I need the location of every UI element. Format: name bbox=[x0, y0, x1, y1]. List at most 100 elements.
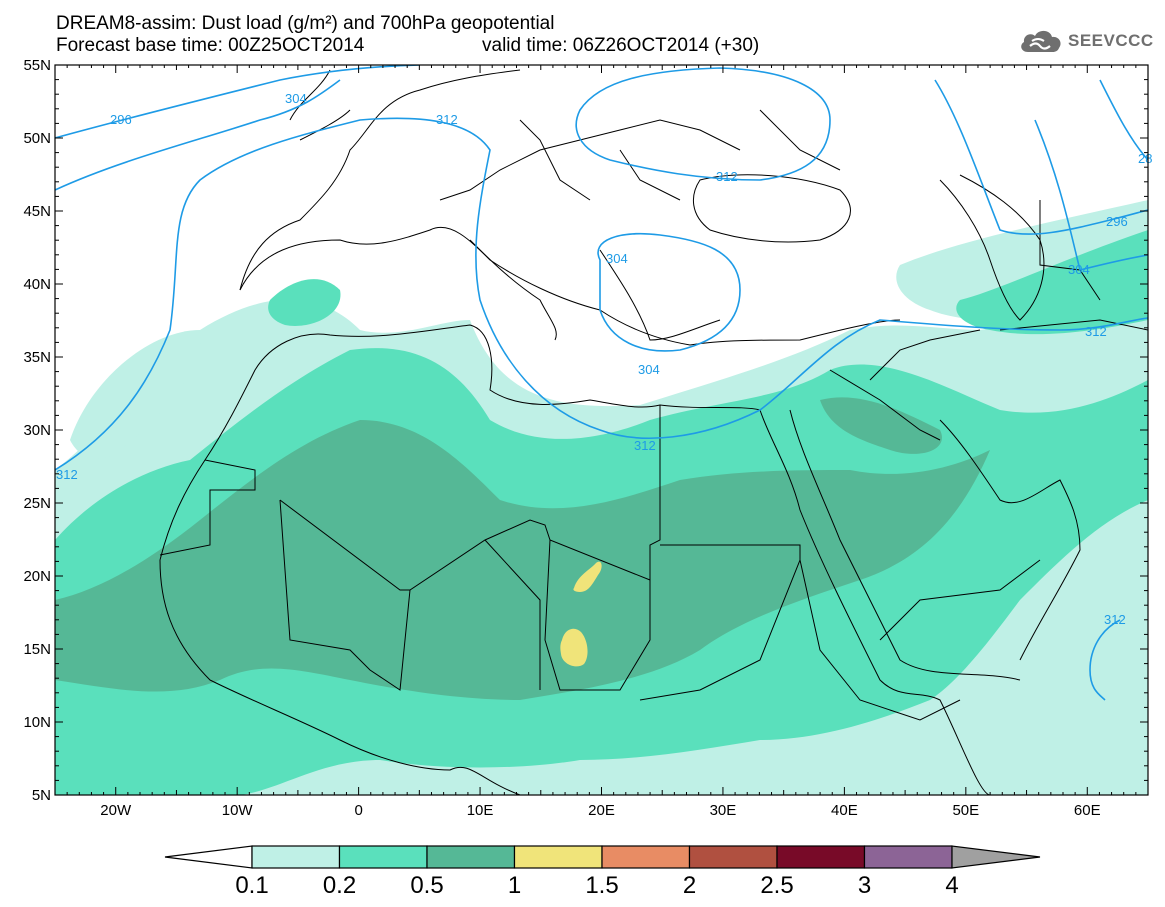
lat-label: 35N bbox=[23, 349, 51, 366]
colorbar-label: 4 bbox=[945, 872, 958, 899]
contour-312-south bbox=[1089, 619, 1121, 701]
contour-labels: 296 304 312 312 304 304 312 296 304 312 … bbox=[56, 91, 1152, 627]
lon-label: 50E bbox=[952, 802, 979, 819]
contour-label: 312 bbox=[436, 112, 458, 127]
border-middle-east bbox=[829, 329, 981, 441]
dust-patch-medium-caspian bbox=[956, 230, 1148, 335]
colorbar-swatch bbox=[863, 845, 953, 869]
lat-label: 10N bbox=[23, 714, 51, 731]
lat-label: 25N bbox=[23, 495, 51, 512]
lon-label: 10E bbox=[467, 802, 494, 819]
lon-label: 40E bbox=[831, 802, 858, 819]
lon-label: 60E bbox=[1074, 802, 1101, 819]
colorbar-under-triangle bbox=[164, 845, 253, 869]
contour-label: 296 bbox=[110, 112, 132, 127]
dust-patch-medium-iberia bbox=[268, 279, 341, 326]
coastline-gulf-of-guinea bbox=[159, 559, 521, 795]
border-asia bbox=[999, 200, 1148, 331]
contour-304-east bbox=[1034, 119, 1148, 271]
colorbar-label: 3 bbox=[858, 872, 871, 899]
contour-label: 312 bbox=[1104, 612, 1126, 627]
colorbar-label: 1 bbox=[508, 872, 521, 899]
lat-label: 50N bbox=[23, 130, 51, 147]
coastline-uk bbox=[289, 69, 351, 141]
contour-label: 312 bbox=[56, 467, 78, 482]
contour-label: 296 bbox=[1106, 214, 1128, 229]
lat-label: 45N bbox=[23, 203, 51, 220]
axis-labels: 55N 50N 45N 40N 35N 30N 25N 20N 15N 10N 5N 20W 10W 0 1… bbox=[23, 57, 1100, 819]
seevccc-logo: SEEVCCC bbox=[1018, 26, 1154, 56]
dust-patch-dark-arabia bbox=[820, 397, 942, 454]
contour-label: 312 bbox=[716, 169, 738, 184]
cloud-icon bbox=[1021, 30, 1061, 52]
contour-label: 28 bbox=[1138, 151, 1152, 166]
colorbar-over-triangle bbox=[951, 845, 1041, 869]
dust-band-dark bbox=[55, 420, 990, 700]
lon-label: 20E bbox=[588, 802, 615, 819]
contour-296-west bbox=[55, 65, 421, 139]
lat-label: 15N bbox=[23, 641, 51, 658]
colorbar-label: 2 bbox=[683, 872, 696, 899]
colorbar-swatch bbox=[688, 845, 778, 869]
border-niger-chad bbox=[484, 539, 651, 691]
lat-label: 55N bbox=[23, 57, 51, 74]
coastlines bbox=[159, 69, 1148, 795]
map-title: DREAM8-assim: Dust load (g/m²) and 700hP… bbox=[56, 13, 555, 34]
coastline-atlantic bbox=[239, 69, 521, 291]
forecast-base-time: Forecast base time: 00Z25OCT2014 bbox=[56, 35, 365, 56]
coastline-red-sea-west bbox=[759, 409, 991, 795]
dust-patch-yellow-north bbox=[573, 561, 602, 592]
axis-ticks bbox=[54, 64, 1149, 796]
lon-label: 10W bbox=[222, 802, 254, 819]
contour-312-europe bbox=[575, 67, 831, 181]
coastline-africa bbox=[159, 324, 761, 561]
logo-text: SEEVCCC bbox=[1068, 31, 1154, 50]
contour-28-east bbox=[1099, 79, 1148, 161]
dust-patch-yellow-south bbox=[560, 628, 588, 667]
lat-label: 40N bbox=[23, 276, 51, 293]
colorbar-label: 0.5 bbox=[410, 872, 443, 899]
contour-label: 312 bbox=[1085, 324, 1107, 339]
coastline-red-sea-east bbox=[789, 409, 1021, 681]
colorbar-swatch bbox=[251, 845, 341, 869]
lon-label: 0 bbox=[354, 802, 362, 819]
contour-304-west bbox=[55, 79, 341, 191]
lon-label: 30E bbox=[710, 802, 737, 819]
border-mali bbox=[279, 499, 411, 691]
coastline-italy bbox=[469, 239, 557, 341]
contour-label: 312 bbox=[634, 438, 656, 453]
border-europe bbox=[439, 109, 841, 201]
lon-label: 20W bbox=[100, 802, 132, 819]
lat-label: 5N bbox=[32, 787, 51, 804]
colorbar-swatch bbox=[338, 845, 428, 869]
contour-label: 304 bbox=[285, 91, 307, 106]
colorbar-labels: 0.1 0.2 0.5 1 1.5 2 2.5 3 4 bbox=[235, 872, 958, 899]
contour-312-main bbox=[55, 117, 1148, 471]
geopotential-contours bbox=[55, 65, 1148, 701]
colorbar-swatch bbox=[776, 845, 866, 869]
contour-label: 304 bbox=[606, 251, 628, 266]
coastline-black-sea bbox=[692, 174, 851, 243]
contour-296-east bbox=[934, 79, 1148, 235]
contour-304-greece bbox=[597, 232, 741, 352]
colorbar-label: 2.5 bbox=[760, 872, 793, 899]
colorbar-swatch bbox=[426, 845, 516, 869]
coastline-europe-south bbox=[239, 226, 901, 346]
colorbar-swatch bbox=[601, 845, 691, 869]
border-sudan bbox=[639, 544, 801, 701]
coastline-arabia-gulf bbox=[939, 419, 1081, 661]
colorbar bbox=[164, 845, 1041, 869]
dust-shading bbox=[55, 200, 1148, 795]
valid-time: valid time: 06Z26OCT2014 (+30) bbox=[482, 35, 760, 56]
colorbar-label: 0.1 bbox=[235, 872, 268, 899]
contour-label: 304 bbox=[638, 362, 660, 377]
border-sahara-2 bbox=[279, 405, 661, 591]
border-horn bbox=[799, 559, 1041, 721]
colorbar-label: 0.2 bbox=[323, 872, 356, 899]
coastline-caspian bbox=[939, 174, 1045, 321]
contour-label: 304 bbox=[1068, 262, 1090, 277]
coastline-greece bbox=[599, 249, 721, 341]
colorbar-label: 1.5 bbox=[585, 872, 618, 899]
lat-label: 30N bbox=[23, 422, 51, 439]
